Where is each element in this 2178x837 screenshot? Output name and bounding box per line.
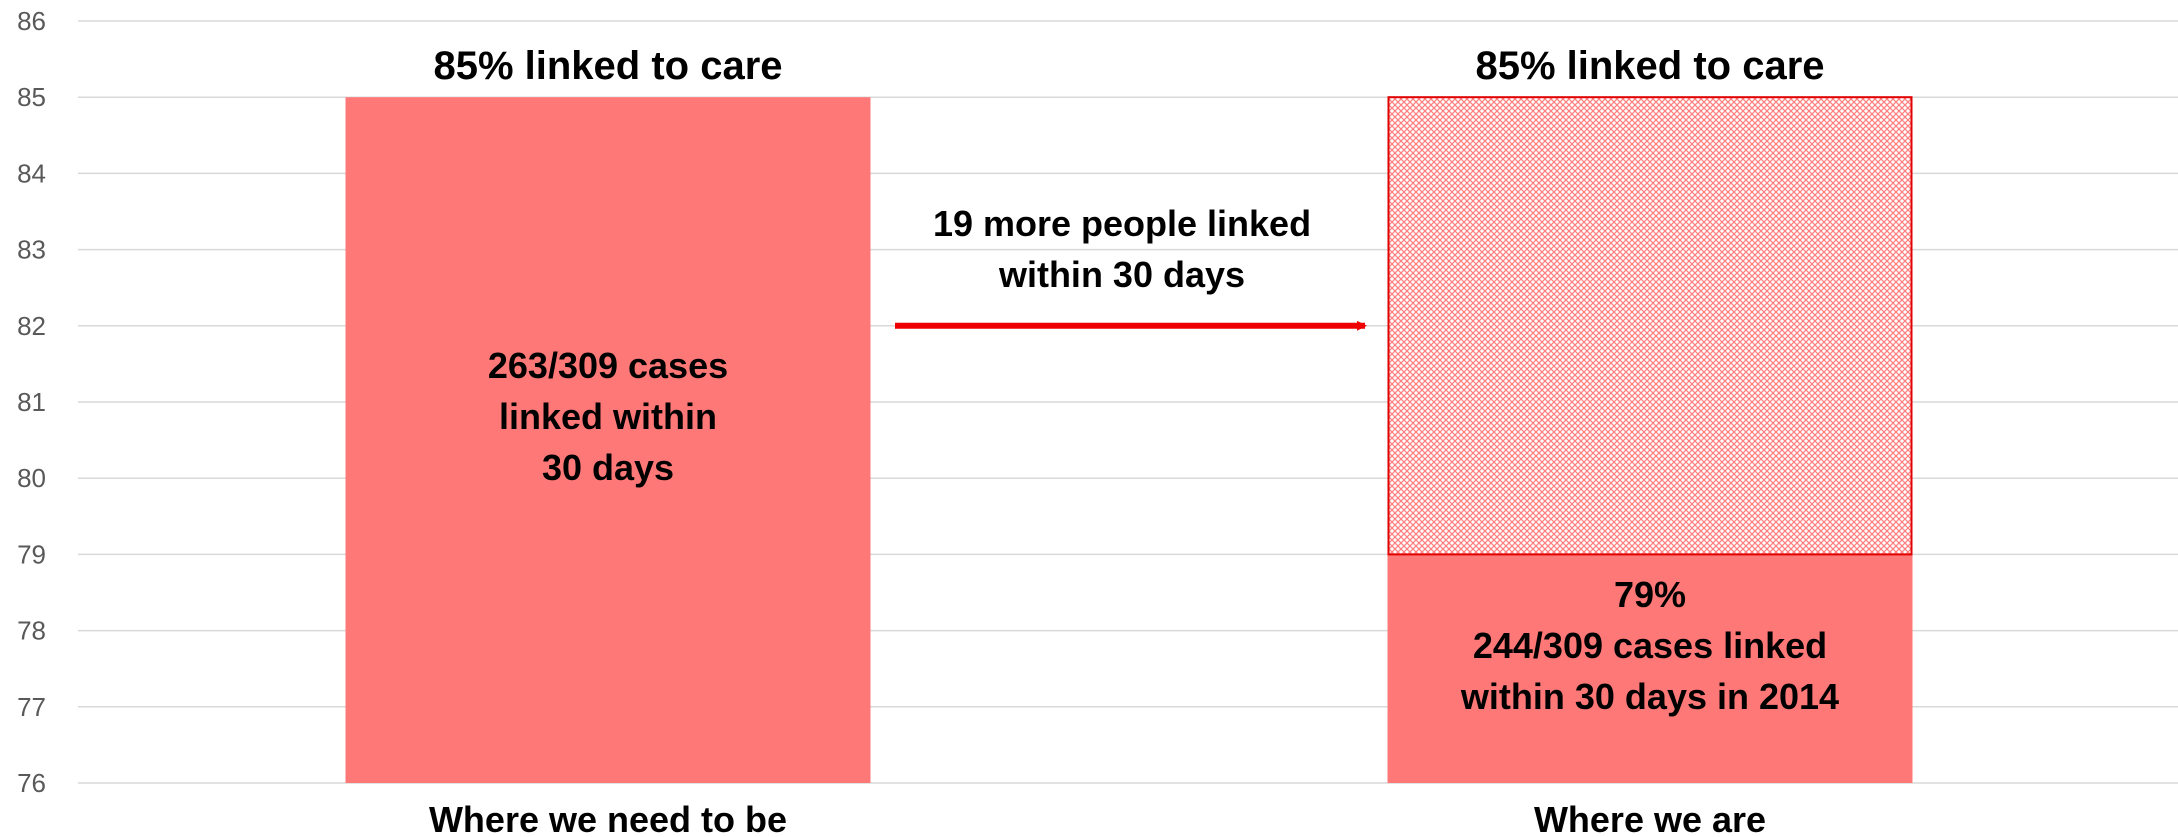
y-tick-label: 77	[17, 692, 46, 722]
bar	[345, 97, 871, 783]
y-tick-label: 79	[17, 539, 46, 569]
y-tick-label: 83	[17, 235, 46, 265]
y-tick-label: 76	[17, 768, 46, 798]
y-tick-label: 84	[17, 158, 46, 188]
bar-top-label: 85% linked to care	[433, 44, 782, 88]
bar-top-label: 85% linked to care	[1475, 44, 1824, 88]
bar-labels: 85% linked to care 263/309 cases linked wi…	[429, 44, 1839, 837]
x-category-label: Where we are	[1534, 799, 1766, 837]
annotation-text: 19 more people linked	[933, 203, 1311, 244]
bar-inner-label: 79%	[1614, 574, 1686, 615]
y-tick-label: 81	[17, 387, 46, 417]
y-tick-label: 86	[17, 6, 46, 36]
bar-inner-label: 30 days	[542, 447, 674, 488]
y-tick-label: 82	[17, 311, 46, 341]
bar-inner-label: 263/309 cases	[488, 345, 728, 386]
y-tick-label: 80	[17, 463, 46, 493]
bar	[1387, 554, 1913, 783]
y-tick-label: 78	[17, 616, 46, 646]
annotation: 19 more people linked within 30 days	[895, 203, 1367, 331]
x-category-label: Where we need to be	[429, 799, 787, 837]
bars	[345, 96, 1913, 783]
bar-inner-label: linked within	[499, 396, 717, 437]
bar-inner-label: 244/309 cases linked	[1473, 625, 1827, 666]
gap-bar	[1387, 96, 1913, 556]
annotation-text: within 30 days	[998, 254, 1245, 295]
bar-inner-label: within 30 days in 2014	[1460, 676, 1839, 717]
y-tick-label: 85	[17, 82, 46, 112]
y-axis-ticks: 76 77 78 79 80 81 82 83 84 85 86	[17, 6, 46, 798]
